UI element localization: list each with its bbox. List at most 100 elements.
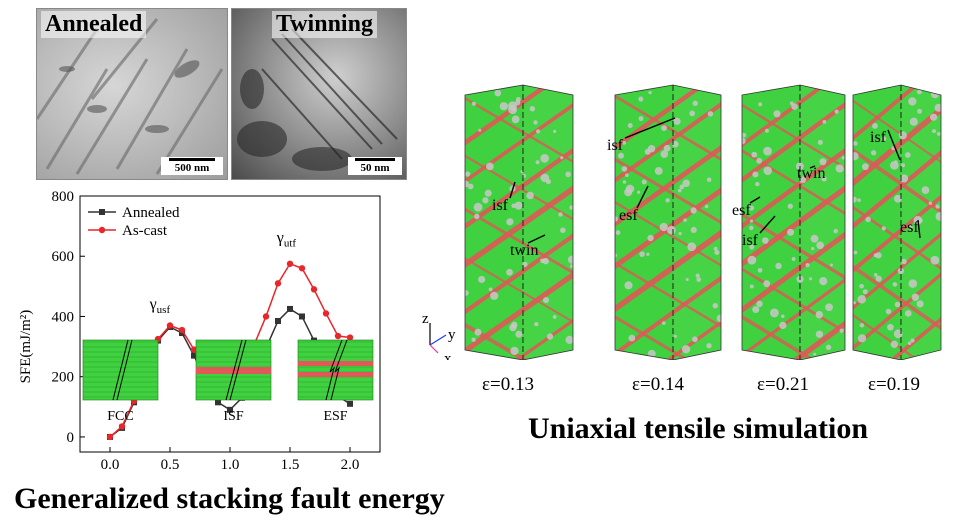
fault-bands <box>465 85 573 360</box>
disordered-atoms <box>536 129 541 134</box>
disordered-atoms <box>672 140 679 148</box>
disordered-atoms <box>898 131 907 140</box>
disordered-atoms <box>683 218 687 222</box>
disordered-atoms <box>857 198 861 203</box>
disordered-atoms <box>540 153 549 163</box>
inset-fault-band <box>298 361 373 366</box>
axes-triad: z yx <box>422 311 456 360</box>
disordered-atoms <box>522 261 528 268</box>
prism-face-right <box>523 85 573 360</box>
disordered-atoms <box>494 89 502 97</box>
disordered-atoms <box>865 216 871 223</box>
disordered-atoms <box>751 151 758 158</box>
fault-band <box>615 152 721 230</box>
legend-entry-annealed: Annealed <box>122 205 180 221</box>
disordered-atoms <box>687 242 697 252</box>
disordered-atoms <box>716 314 721 323</box>
disordered-atoms <box>862 289 868 295</box>
legend-entry-as-cast: As-cast <box>122 223 168 239</box>
inset-guide-line <box>112 339 129 401</box>
disordered-atoms <box>871 150 877 156</box>
fault-band <box>615 85 721 157</box>
fault-bands <box>615 85 721 360</box>
disordered-atoms <box>748 205 755 211</box>
disordered-atoms <box>540 173 550 183</box>
disordered-atoms <box>665 198 670 203</box>
data-point-as-cast <box>322 310 330 317</box>
disordered-atoms <box>474 328 482 336</box>
tem-texture-twinning <box>237 28 398 171</box>
disordered-atoms <box>905 310 912 317</box>
disordered-atoms <box>935 211 941 221</box>
fault-band <box>853 141 941 221</box>
disordered-atoms <box>873 253 878 258</box>
fault-band <box>742 314 845 360</box>
disordered-atoms <box>787 228 795 236</box>
fault-band <box>615 256 721 334</box>
disordered-atoms <box>894 301 901 308</box>
disordered-atoms <box>695 273 700 278</box>
disordered-atoms <box>763 280 771 288</box>
defect-label-isf: isf <box>607 137 624 154</box>
disordered-atoms <box>763 146 772 156</box>
disordered-atoms <box>560 227 566 234</box>
defect-label-twin: twin <box>797 165 825 182</box>
disordered-atoms <box>890 340 899 349</box>
disordered-atoms <box>752 85 760 93</box>
disordered-atoms <box>514 201 523 210</box>
disordered-atoms <box>805 263 810 268</box>
disordered-atoms <box>909 117 918 126</box>
disordered-atoms <box>872 122 878 129</box>
disordered-atoms <box>484 189 492 197</box>
tem-label-annealed: Annealed <box>41 11 147 38</box>
disordered-atoms <box>714 250 720 256</box>
disordered-atoms <box>690 226 697 234</box>
disordered-atoms <box>569 205 573 210</box>
y-tick-label: 600 <box>52 249 75 265</box>
annotation-gamma-usf: γusf <box>149 296 171 316</box>
fault-band <box>615 223 721 319</box>
disordered-atoms <box>757 267 763 273</box>
label-pointer <box>809 165 816 169</box>
disordered-atoms <box>644 148 651 155</box>
disordered-atoms <box>749 219 754 223</box>
disordered-atoms <box>881 136 887 142</box>
disordered-atoms <box>853 152 859 161</box>
disordered-atoms <box>490 291 499 300</box>
disordered-atoms <box>622 180 627 184</box>
fault-band <box>742 225 845 320</box>
disordered-atoms <box>553 129 557 133</box>
disordered-atoms <box>692 336 698 343</box>
defect-label-isf: isf <box>742 232 759 249</box>
annotation-gamma-utf: γutf <box>276 230 297 250</box>
label-pointer <box>509 181 516 199</box>
legend-marker <box>98 226 106 234</box>
disordered-atoms <box>815 310 824 319</box>
inset-guide-line <box>116 339 133 401</box>
disordered-atoms <box>811 246 815 251</box>
disordered-atoms <box>749 244 755 250</box>
defect-label-esf: esf <box>732 202 751 219</box>
label-pointer <box>636 185 649 209</box>
data-point-annealed <box>287 305 293 312</box>
disordered-atoms <box>829 263 834 267</box>
disordered-atoms <box>821 176 827 182</box>
label-pointer <box>917 219 921 239</box>
disordered-atoms <box>685 277 689 282</box>
disordered-atoms <box>859 323 865 328</box>
data-point-annealed <box>299 313 305 320</box>
strain-label-2: ε=0.14 <box>632 374 684 395</box>
fault-band <box>742 95 845 190</box>
disordered-atoms <box>465 290 469 296</box>
disordered-atoms <box>843 87 845 91</box>
gsfe-title: Generalized stacking fault energy <box>14 482 445 515</box>
fault-band <box>465 96 573 190</box>
disordered-atoms <box>853 301 856 305</box>
y-axis-label: SFE(mJ/m²) <box>18 310 34 384</box>
fault-band <box>615 138 721 233</box>
disordered-atoms <box>752 306 760 314</box>
disordered-atoms <box>465 171 471 177</box>
disordered-atoms <box>821 355 825 360</box>
disordered-atoms <box>482 197 489 204</box>
disordered-atoms <box>799 176 807 184</box>
